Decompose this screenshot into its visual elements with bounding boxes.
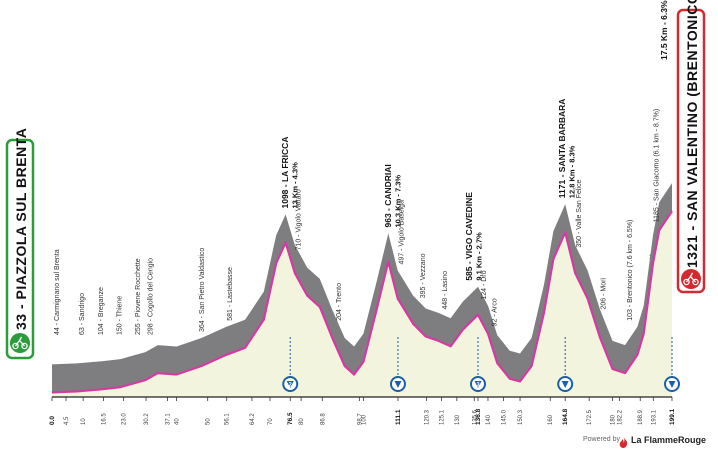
x-tick-label: 56.1 (225, 413, 231, 425)
x-axis-ticks: 0.0 4.5 10 16.5 23.0 30.2 37.1 40 50 56.1 64.2 70 76… (49, 397, 676, 425)
x-tick-label: 135.6 (472, 409, 478, 425)
waypoint-label: 585 - VIGO CAVEDINE (464, 192, 474, 281)
route-marker-icon (561, 381, 569, 388)
waypoint-label: 124 - Dro (481, 270, 488, 299)
waypoint-climb-stats: 9.1 Km - 2.7% (474, 232, 483, 281)
route-marker-icon (474, 381, 482, 388)
waypoint-label: 104 - Breganze (98, 287, 105, 335)
start-label: 33 - PIAZZOLA SUL BRENTA (13, 128, 29, 330)
x-tick-label: 164.8 (562, 408, 569, 425)
waypoint-label: 1171 - SANTA BARBARA (557, 99, 567, 199)
waypoint-climb-stats: 12.8 Km - 8.3% (568, 145, 577, 198)
x-tick-label: 10 (81, 418, 87, 425)
finish-sign: 1321 - SAN VALENTINO (BRENTONICO) 17.5 K… (659, 0, 706, 294)
x-tick-label: 80 (299, 418, 305, 425)
waypoint-label: 92 - Arco (492, 298, 499, 326)
x-tick-label: 182.2 (617, 409, 623, 425)
waypoint-label: 581 - Lastebasse (227, 267, 234, 321)
waypoint-label: 206 - Mori (601, 278, 608, 310)
x-tick-label: 37.1 (166, 413, 172, 425)
cyclist-icon (12, 336, 28, 350)
x-tick-label: 76.5 (287, 412, 294, 425)
x-tick-label: 50 (206, 418, 212, 425)
x-tick-label: 160 (548, 414, 554, 425)
waypoint-label: 298 - Cogollo del Cengio (148, 258, 155, 335)
finish-climb-note: 17.5 Km - 6.3% (659, 0, 669, 60)
route-marker-icon (668, 381, 676, 388)
waypoint-climb-stats: 10.3 Km - 7.3% (393, 175, 402, 228)
x-tick-label: 150.3 (518, 409, 524, 425)
x-tick-label: 86.8 (320, 413, 326, 425)
x-tick-label: 70 (268, 418, 274, 425)
x-tick-label: 145.0 (502, 409, 508, 425)
waypoint-label: 395 - Vezzano (420, 253, 427, 298)
x-tick-label: 23.0 (122, 413, 128, 425)
waypoint-label: 1185 - San Giacomo (6.1 km - 8.7%) (654, 109, 661, 222)
start-sign: 33 - PIAZZOLA SUL BRENTA (5, 128, 35, 360)
x-tick-label: 188.9 (638, 409, 644, 425)
x-tick-label: 140 (486, 414, 492, 425)
x-tick-label: 16.5 (101, 413, 107, 425)
start-badge (10, 333, 30, 353)
x-tick-label: 40 (175, 418, 181, 425)
x-tick-label: 130 (455, 414, 461, 425)
x-tick-label: 125.1 (440, 409, 446, 425)
x-tick-label: 180 (611, 414, 617, 425)
waypoint-label: 350 - Valle San Felice (576, 180, 583, 248)
waypoint-climb-stats: 13 Km - 4.3% (291, 162, 300, 209)
waypoint-label: 103 - Brentonico (7.6 km - 6.5%) (627, 220, 634, 321)
route-marker-icon (286, 381, 294, 388)
x-tick-label: 199.1 (669, 408, 676, 425)
waypoint-label: 710 - Vigolo Vattaro (296, 189, 303, 250)
waypoint-label: 963 - CANDRIAI (383, 164, 393, 227)
finish-badge (681, 269, 701, 289)
cyclist-icon (683, 272, 699, 286)
x-tick-label: 136.8 (475, 408, 482, 425)
waypoint-label: 204 - Trento (336, 283, 343, 321)
waypoint-labels: 44 - Carmignano sul Brenta 63 - Sandrigo 1… (54, 99, 660, 335)
waypoint-label: 448 - Lasino (442, 271, 449, 310)
profile-band (52, 183, 672, 393)
x-tick-label: 4.5 (64, 416, 70, 425)
x-tick-label: 193.1 (651, 409, 657, 425)
route-marker-icon (394, 381, 402, 388)
profile-fill (52, 211, 672, 397)
flame-logo-icon (619, 435, 628, 448)
x-tick-label: 172.5 (587, 409, 593, 425)
x-tick-label: 0.0 (49, 416, 56, 425)
brand-text: La FlammeRouge (631, 435, 707, 445)
waypoint-label: 255 - Piovene Rocchette (135, 258, 142, 335)
waypoint-label: 497 - Vigolo Baselga (398, 200, 405, 265)
powered-by-text: Powered by (583, 436, 620, 443)
x-tick-label: 98.7 (357, 413, 363, 425)
profile-area (51, 183, 673, 398)
waypoint-label: 364 - San Pietro Valdastico (199, 248, 206, 332)
waypoint-label: 1098 - LA FRICCA (280, 137, 290, 209)
route-marker-label: 3 (476, 383, 480, 389)
waypoint-label: 44 - Carmignano sul Brenta (54, 249, 61, 335)
waypoint-label: 63 - Sandrigo (79, 293, 86, 335)
finish-label: 1321 - SAN VALENTINO (BRENTONICO) (684, 0, 700, 268)
x-tick-label: 30.2 (144, 413, 150, 425)
footer: Powered by La FlammeRouge (583, 434, 713, 448)
start-sign-frame (5, 138, 35, 360)
route-marker-label: 2 (289, 383, 293, 389)
x-tick-label: 111.1 (395, 409, 402, 425)
waypoint-label: 150 - Thiene (116, 296, 123, 335)
road-line (51, 210, 673, 394)
x-tick-label: 120.3 (425, 409, 431, 425)
x-tick-label: 100 (361, 414, 367, 425)
finish-sign-frame (676, 8, 706, 294)
x-tick-label: 64.2 (250, 413, 256, 425)
